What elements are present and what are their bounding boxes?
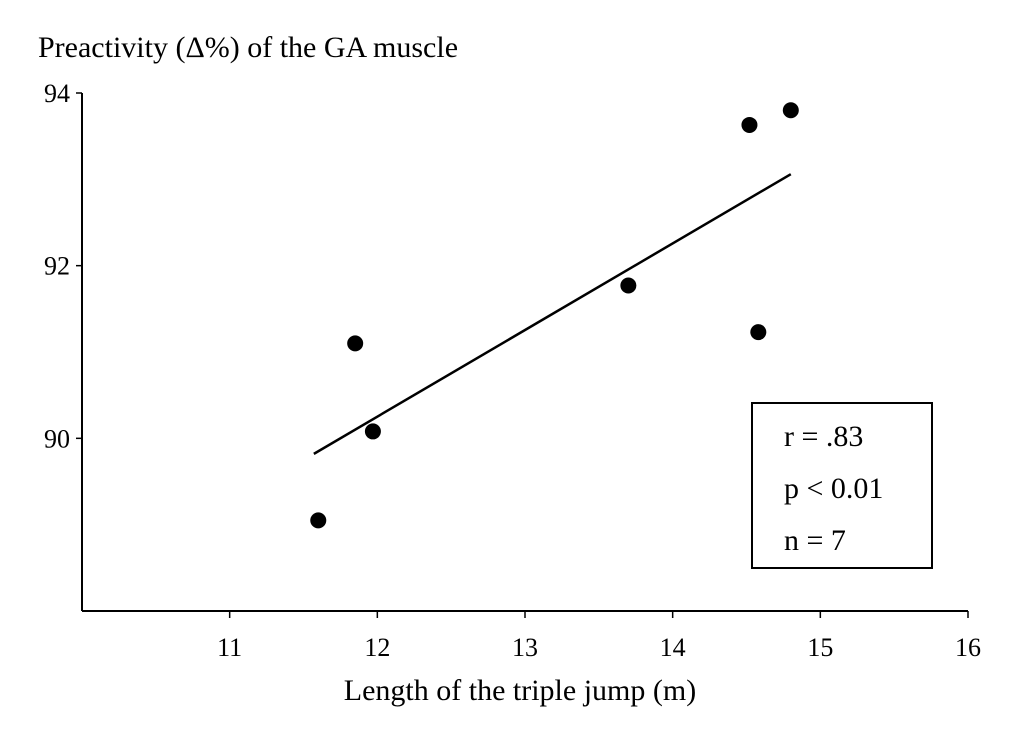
statistics-box: r = .83 p < 0.01 n = 7: [751, 402, 933, 569]
x-axis-ticks: 11 12 13 14 15 16: [217, 611, 981, 662]
x-tick-label: 13: [512, 633, 538, 662]
x-tick-label: 16: [955, 633, 981, 662]
y-tick-label: 94: [44, 79, 70, 108]
data-point: [741, 116, 758, 133]
x-tick-label: 11: [217, 633, 242, 662]
stat-r: r = .83: [784, 420, 863, 453]
y-axis-ticks: 90 92 94: [44, 79, 82, 453]
x-tick-label: 12: [364, 633, 390, 662]
x-tick-label: 15: [807, 633, 833, 662]
x-tick-label: 14: [660, 633, 686, 662]
y-tick-label: 92: [44, 252, 70, 281]
regression-line: [313, 173, 792, 455]
y-tick-label: 90: [44, 424, 70, 453]
data-point: [347, 335, 364, 352]
stat-p: p < 0.01: [784, 472, 883, 505]
data-point: [310, 512, 327, 529]
data-point: [750, 324, 767, 341]
stat-n: n = 7: [784, 524, 846, 557]
statistics-box-frame: [751, 402, 933, 569]
data-point: [782, 102, 799, 119]
data-point: [364, 423, 381, 440]
x-axis-label: Length of the triple jump (m): [344, 674, 696, 707]
data-points: [310, 102, 799, 529]
chart-title: Preactivity (Δ%) of the GA muscle: [38, 31, 458, 64]
data-point: [620, 277, 637, 294]
